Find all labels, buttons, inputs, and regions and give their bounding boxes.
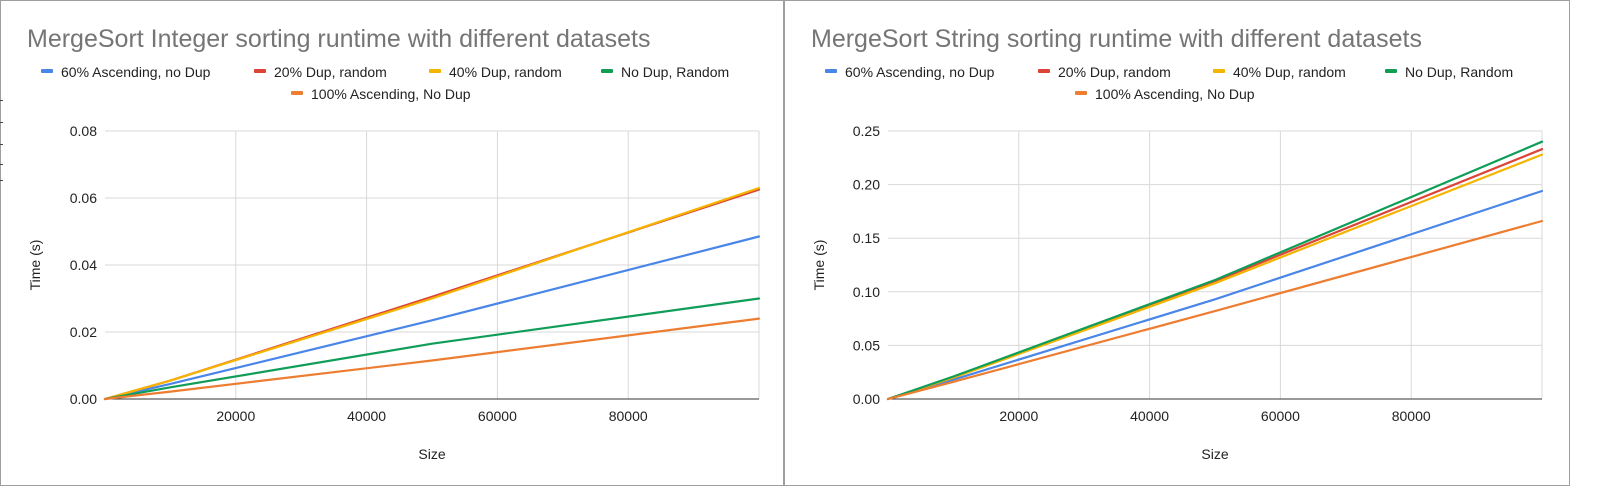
y-tick-label: 0.05 (853, 337, 880, 353)
chart-title: MergeSort Integer sorting runtime with d… (27, 25, 650, 53)
x-tick-label: 80000 (1392, 408, 1431, 424)
legend-swatch (1075, 91, 1087, 95)
legend-swatch (1213, 69, 1225, 73)
series-line-1 (103, 235, 761, 401)
legend-entry: 20% Dup, random (1058, 64, 1171, 80)
y-tick-label: 0.10 (853, 284, 880, 300)
x-tick-label: 20000 (216, 408, 255, 424)
legend-entry: 100% Ascending, No Dup (311, 86, 471, 102)
edge-mark (0, 180, 3, 181)
x-tick-label: 60000 (1261, 408, 1300, 424)
y-tick-label: 0.06 (70, 190, 97, 206)
legend-swatch (291, 91, 303, 95)
y-axis-label: Time (s) (811, 240, 827, 291)
y-tick-label: 0.15 (853, 230, 880, 246)
y-tick-label: 0.00 (853, 391, 880, 407)
series-line-3 (886, 153, 1544, 401)
x-tick-label: 20000 (999, 408, 1038, 424)
y-tick-label: 0.04 (70, 257, 97, 273)
legend-swatch (429, 69, 441, 73)
y-axis-label: Time (s) (27, 240, 43, 291)
legend-entry: 60% Ascending, no Dup (845, 64, 995, 80)
x-tick-label: 40000 (1130, 408, 1169, 424)
legend-entry: 40% Dup, random (1233, 64, 1346, 80)
chart-string: MergeSort String sorting runtime with di… (811, 25, 1544, 462)
legend-swatch (601, 69, 613, 73)
legend-entry: 60% Ascending, no Dup (61, 64, 211, 80)
series-line-3 (103, 186, 761, 401)
legend-swatch (1038, 69, 1050, 73)
chart-panel-string: MergeSort String sorting runtime with di… (784, 0, 1570, 486)
series-line-5 (103, 317, 761, 401)
x-tick-label: 40000 (347, 408, 386, 424)
edge-mark (0, 100, 3, 101)
chart-integer: MergeSort Integer sorting runtime with d… (27, 25, 761, 462)
edge-mark (0, 122, 3, 123)
legend-entry: 40% Dup, random (449, 64, 562, 80)
x-tick-label: 80000 (609, 408, 648, 424)
legend-swatch (1385, 69, 1397, 73)
x-axis-label: Size (418, 446, 445, 462)
legend-entry: No Dup, Random (621, 64, 729, 80)
legend-entry: 20% Dup, random (274, 64, 387, 80)
series-line-2 (886, 148, 1544, 401)
y-tick-label: 0.02 (70, 324, 97, 340)
legend-swatch (41, 69, 53, 73)
y-tick-label: 0.08 (70, 123, 97, 139)
y-tick-label: 0.20 (853, 177, 880, 193)
series-line-4 (886, 140, 1544, 401)
legend-entry: No Dup, Random (1405, 64, 1513, 80)
x-tick-label: 60000 (478, 408, 517, 424)
y-tick-label: 0.25 (853, 123, 880, 139)
series-line-1 (886, 189, 1544, 401)
legend-swatch (825, 69, 837, 73)
y-tick-label: 0.00 (70, 391, 97, 407)
edge-mark (0, 144, 3, 145)
legend-swatch (254, 69, 266, 73)
series-line-5 (886, 219, 1544, 401)
x-axis-label: Size (1201, 446, 1228, 462)
chart-title: MergeSort String sorting runtime with di… (811, 25, 1422, 53)
chart-panel-integer: MergeSort Integer sorting runtime with d… (0, 0, 784, 486)
legend-entry: 100% Ascending, No Dup (1095, 86, 1255, 102)
edge-mark (0, 164, 3, 165)
series-line-4 (103, 297, 761, 401)
